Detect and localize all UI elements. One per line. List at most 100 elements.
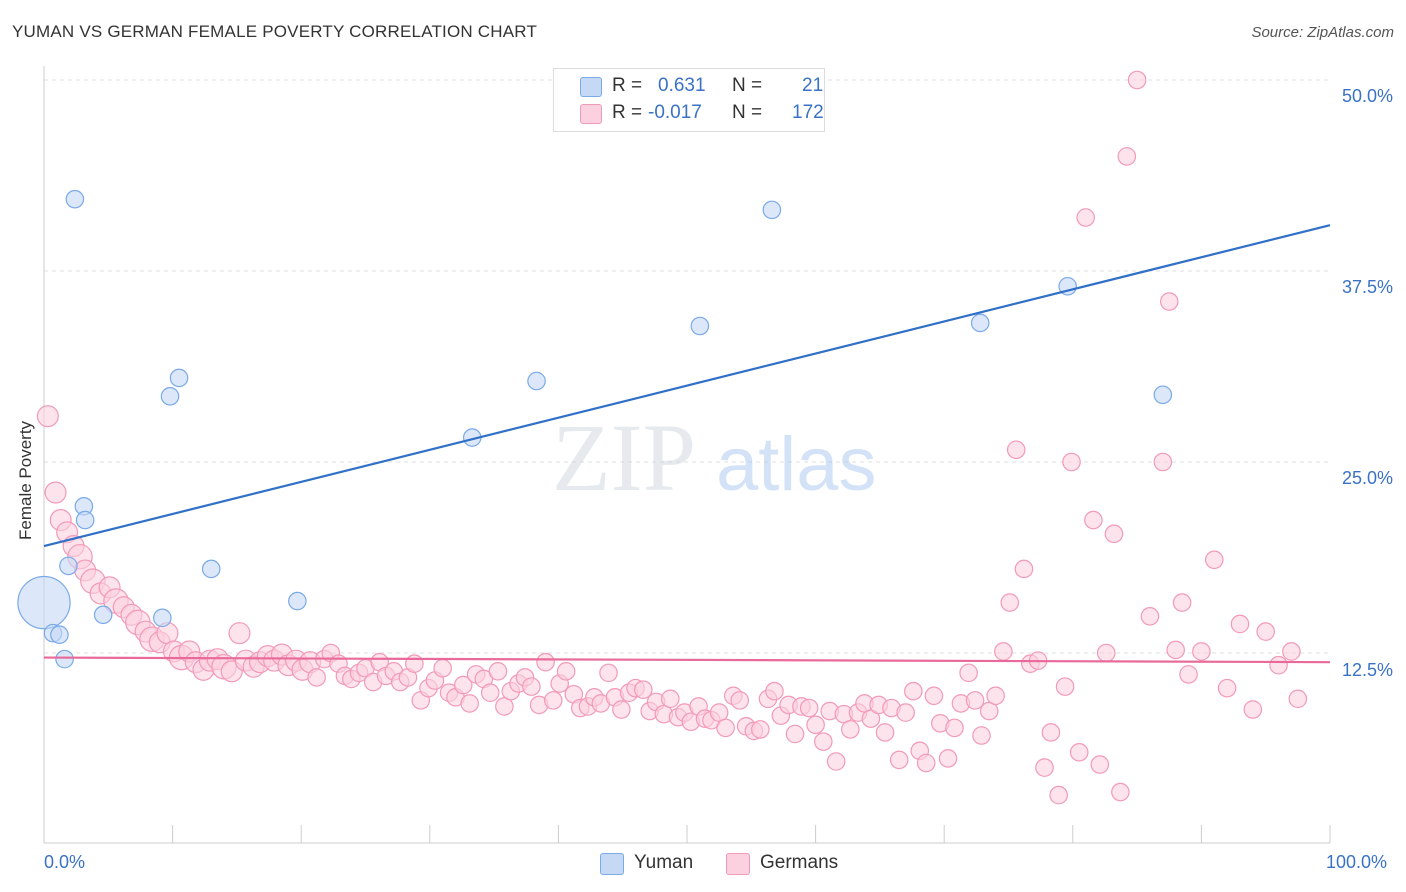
- germans-point-27: [228, 622, 251, 645]
- legend-box: R = 0.631 N = 21 R = -0.017 N = 172: [553, 68, 825, 132]
- germans-point-169: [1269, 655, 1288, 675]
- x-tick-label-min: 0.0%: [44, 852, 86, 872]
- germans-point-122: [889, 750, 909, 770]
- yuman-point-16: [690, 316, 710, 336]
- germans-point-164: [1204, 550, 1224, 570]
- yuman-point-9: [153, 608, 172, 628]
- germans-point-158: [1153, 452, 1173, 472]
- germans-point-171: [1288, 689, 1308, 709]
- germans-series: [36, 70, 1308, 805]
- y-axis-title: Female Poverty: [16, 420, 35, 540]
- germans-point-149: [1076, 208, 1095, 227]
- germans-point-72: [543, 691, 563, 710]
- germans-point-168: [1256, 622, 1275, 641]
- germans-point-82: [612, 700, 631, 719]
- germans-point-52: [405, 654, 424, 673]
- yuman-point-10: [160, 387, 180, 406]
- grid-lines: [44, 79, 1330, 654]
- germans-point-162: [1179, 665, 1198, 684]
- germans-point-153: [1104, 524, 1124, 544]
- germans-point-99: [730, 691, 750, 710]
- source-label: Source: ZipAtlas.com: [1251, 24, 1394, 41]
- germans-point-165: [1217, 678, 1237, 698]
- germans-point-111: [814, 732, 833, 751]
- bottom-germans-swatch: [726, 853, 750, 875]
- germans-point-129: [938, 749, 958, 768]
- germans-point-0: [36, 405, 59, 428]
- germans-point-56: [433, 658, 452, 678]
- germans-point-126: [916, 753, 936, 773]
- watermark-atlas: atlas: [716, 422, 877, 507]
- germans-point-136: [986, 686, 1005, 706]
- germans-point-156: [1127, 70, 1147, 90]
- watermark-zip: ZIP: [552, 404, 696, 511]
- germans-point-113: [826, 752, 846, 771]
- y-tick-label-12-5: 12.5%: [1341, 660, 1393, 680]
- germans-point-64: [488, 662, 508, 681]
- germans-point-132: [959, 663, 978, 683]
- bottom-germans-label: Germans: [760, 852, 839, 873]
- germans-point-71: [536, 652, 555, 672]
- legend-germans-r-value: -0.017: [648, 102, 702, 123]
- germans-point-109: [799, 698, 819, 718]
- germans-point-38: [307, 668, 326, 687]
- yuman-series: [17, 189, 1173, 669]
- bottom-yuman-swatch: [600, 853, 624, 875]
- germans-point-110: [806, 715, 825, 735]
- germans-point-166: [1230, 614, 1250, 634]
- yuman-point-8: [93, 605, 113, 625]
- y-tick-label-50: 50.0%: [1341, 86, 1393, 106]
- trendlines: [43, 224, 1331, 664]
- yuman-point-20: [1153, 385, 1173, 405]
- germans-point-147: [1062, 452, 1081, 472]
- germans-point-155: [1117, 147, 1137, 166]
- germans-point-138: [1000, 593, 1020, 612]
- germans-point-152: [1096, 643, 1116, 663]
- yuman-point-15: [527, 371, 546, 391]
- germans-point-60: [460, 694, 479, 713]
- yuman-point-12: [201, 559, 221, 579]
- germans-point-69: [522, 677, 541, 696]
- germans-point-148: [1069, 743, 1089, 762]
- y-tick-label-25: 25.0%: [1341, 468, 1393, 488]
- germans-point-130: [945, 718, 964, 738]
- yuman-point-5: [59, 556, 78, 576]
- germans-point-63: [480, 683, 500, 703]
- bottom-yuman-label: Yuman: [634, 852, 694, 873]
- germans-point-124: [904, 681, 923, 701]
- legend-yuman-r-label: R =: [612, 75, 643, 96]
- germans-point-140: [1014, 559, 1034, 579]
- germans-point-89: [660, 689, 680, 709]
- yuman-point-4: [55, 649, 74, 669]
- germans-point-144: [1041, 723, 1061, 742]
- germans-point-1: [44, 481, 67, 504]
- yuman-point-1: [65, 189, 85, 209]
- legend-yuman-r-value: 0.631: [658, 75, 706, 96]
- germans-point-137: [994, 642, 1013, 661]
- watermark: ZIP atlas: [552, 404, 877, 511]
- yuman-point-17: [762, 200, 782, 220]
- germans-point-104: [765, 681, 784, 701]
- legend-germans-r-label: R =: [612, 102, 643, 123]
- germans-point-139: [1006, 440, 1026, 460]
- yuman-point-18: [970, 313, 990, 333]
- germans-point-146: [1055, 677, 1075, 696]
- legend-germans-n-value: 172: [792, 102, 824, 123]
- germans-point-159: [1159, 292, 1179, 311]
- germans-point-74: [556, 662, 576, 681]
- germans-point-123: [896, 703, 915, 722]
- yuman-point-13: [288, 591, 307, 611]
- germans-point-80: [599, 663, 618, 683]
- germans-point-85: [633, 680, 653, 699]
- legend-germans-n-label: N =: [732, 102, 763, 123]
- germans-point-167: [1243, 700, 1263, 719]
- germans-point-133: [965, 691, 985, 710]
- germans-point-154: [1111, 782, 1130, 802]
- yuman-point-11: [169, 368, 189, 388]
- yuman-point-7: [75, 510, 95, 530]
- germans-point-150: [1084, 510, 1103, 530]
- germans-point-151: [1090, 755, 1110, 774]
- germans-point-145: [1049, 785, 1068, 805]
- germans-point-170: [1282, 642, 1301, 661]
